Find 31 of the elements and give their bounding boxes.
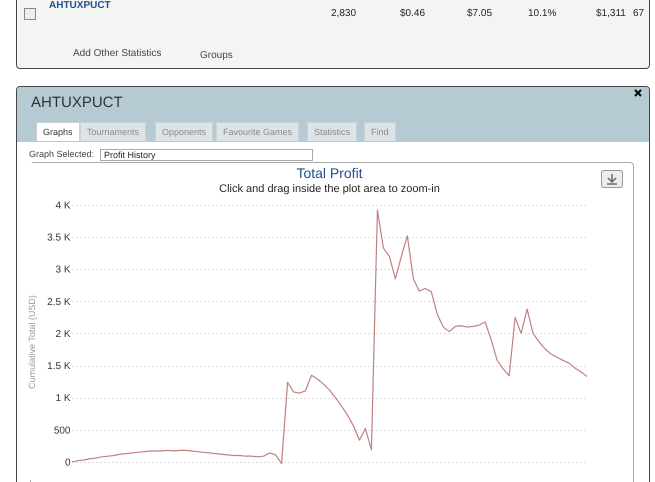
text: $0.46 [400, 8, 426, 19]
y-tick-label: 1.5 K [47, 361, 71, 372]
text: Favourite Games [216, 122, 300, 141]
text: AHTUXPUCT [31, 94, 123, 111]
text: Opponents [155, 122, 214, 141]
y-axis-title: Cumulative Total (USD) [27, 295, 38, 389]
y-tick-label: 4 K [55, 200, 71, 212]
text: Graphs [36, 122, 80, 141]
text: Add Other Statistics [73, 48, 162, 59]
text: AHTUXPUCT [49, 0, 111, 11]
y-tick-label: 2 K [55, 328, 71, 340]
text: 67 [633, 8, 644, 19]
text: Groups [200, 50, 233, 61]
y-tick-label: 3.5 K [47, 232, 71, 244]
text: 10.1% [528, 8, 556, 19]
text: Find [364, 122, 396, 141]
text: 2,830 [331, 8, 356, 19]
text: Graph Selected: [29, 149, 94, 159]
line-series [71, 210, 588, 464]
text: $7.05 [467, 8, 492, 19]
text: $1,311 [596, 8, 626, 19]
chart-title: Total Profit [296, 165, 363, 181]
text: Statistics [307, 122, 358, 141]
text: Profit History [100, 149, 313, 161]
y-tick-label: 1 K [55, 393, 71, 404]
y-tick-label: 2.5 K [47, 296, 71, 308]
y-tick-label: 3 K [55, 264, 71, 276]
y-tick-label: 500 [54, 425, 71, 436]
y-tick-label: 0 [64, 457, 71, 468]
chart-subtitle: Click and drag inside the plot area to zoom-in [219, 183, 440, 195]
text: Tournaments [80, 122, 146, 141]
